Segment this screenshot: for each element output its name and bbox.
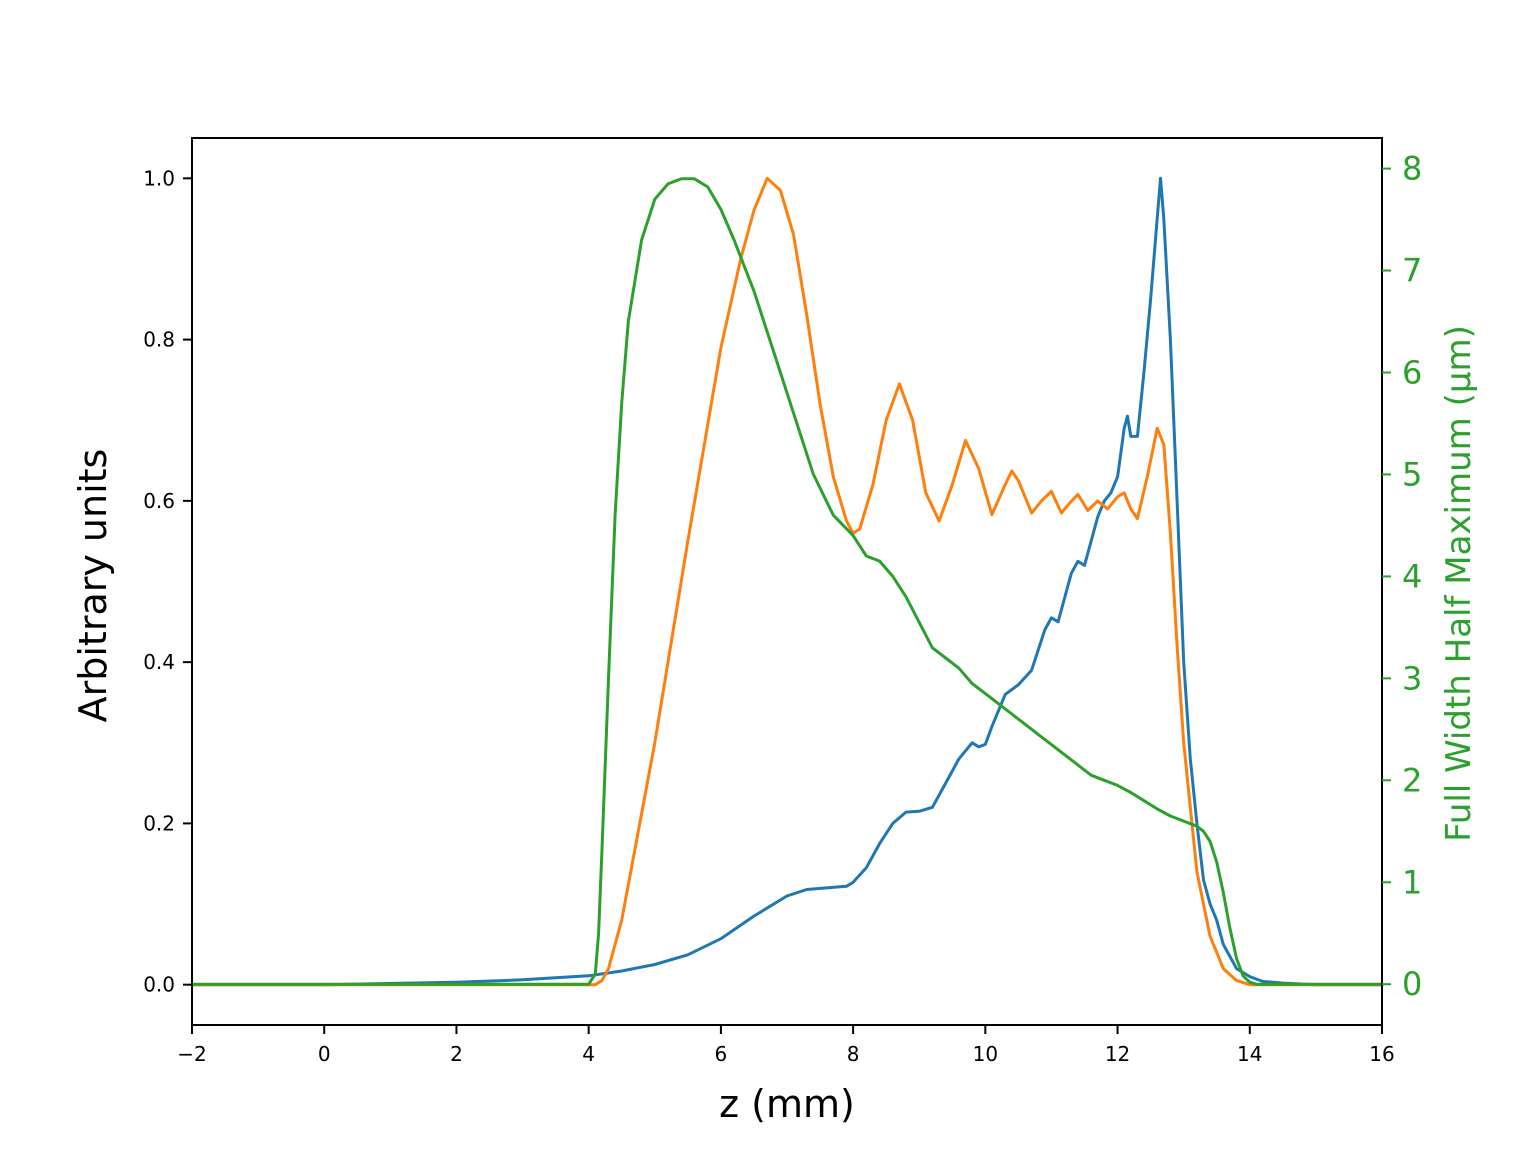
y-tick-label: 0.0: [143, 973, 175, 997]
y-tick-label: 0.8: [143, 328, 175, 352]
x-tick-label: 12: [1105, 1042, 1130, 1066]
x-tick-label: 14: [1237, 1042, 1262, 1066]
y2-tick-label: 3: [1402, 659, 1422, 697]
x-tick-label: 2: [450, 1042, 463, 1066]
x-tick-label: 6: [715, 1042, 728, 1066]
y-tick-label: 0.4: [143, 650, 175, 674]
y2-tick-label: 5: [1402, 455, 1422, 493]
y-tick-label: 0.6: [143, 489, 175, 513]
y-tick-label: 1.0: [143, 166, 175, 190]
y2-tick-label: 1: [1402, 863, 1422, 901]
y-axis-left: 0.0 0.2 0.4 0.6 0.8 1.0: [143, 166, 192, 997]
y-axis-title: Arbitrary units: [71, 449, 115, 723]
x-tick-label: 4: [582, 1042, 595, 1066]
series-line-1: [190, 176, 1384, 987]
y-tick-label: 0.2: [143, 811, 175, 835]
y2-tick-label: 7: [1402, 252, 1422, 290]
y2-tick-label: 6: [1402, 353, 1422, 391]
x-axis: −2 0 2 4 6 8 10 12 14 16: [177, 1025, 1395, 1066]
x-tick-label: 8: [847, 1042, 860, 1066]
x-tick-label: 16: [1369, 1042, 1394, 1066]
series-layer: [190, 176, 1384, 987]
y2-tick-label: 4: [1402, 557, 1422, 595]
series-line-3: [190, 177, 1384, 986]
x-tick-label: 10: [973, 1042, 998, 1066]
series-line-2: [190, 176, 1384, 987]
y2-tick-label: 2: [1402, 761, 1422, 799]
y-axis-right: 0 1 2 3 4 5 6 7 8: [1381, 138, 1422, 1025]
y2-tick-label: 0: [1402, 965, 1422, 1003]
x-tick-label: −2: [177, 1042, 206, 1066]
y2-tick-label: 8: [1402, 150, 1422, 188]
y2-axis-title: Full Width Half Maximum (µm): [1439, 325, 1479, 842]
x-axis-title: z (mm): [719, 1082, 855, 1126]
x-tick-label: 0: [318, 1042, 331, 1066]
